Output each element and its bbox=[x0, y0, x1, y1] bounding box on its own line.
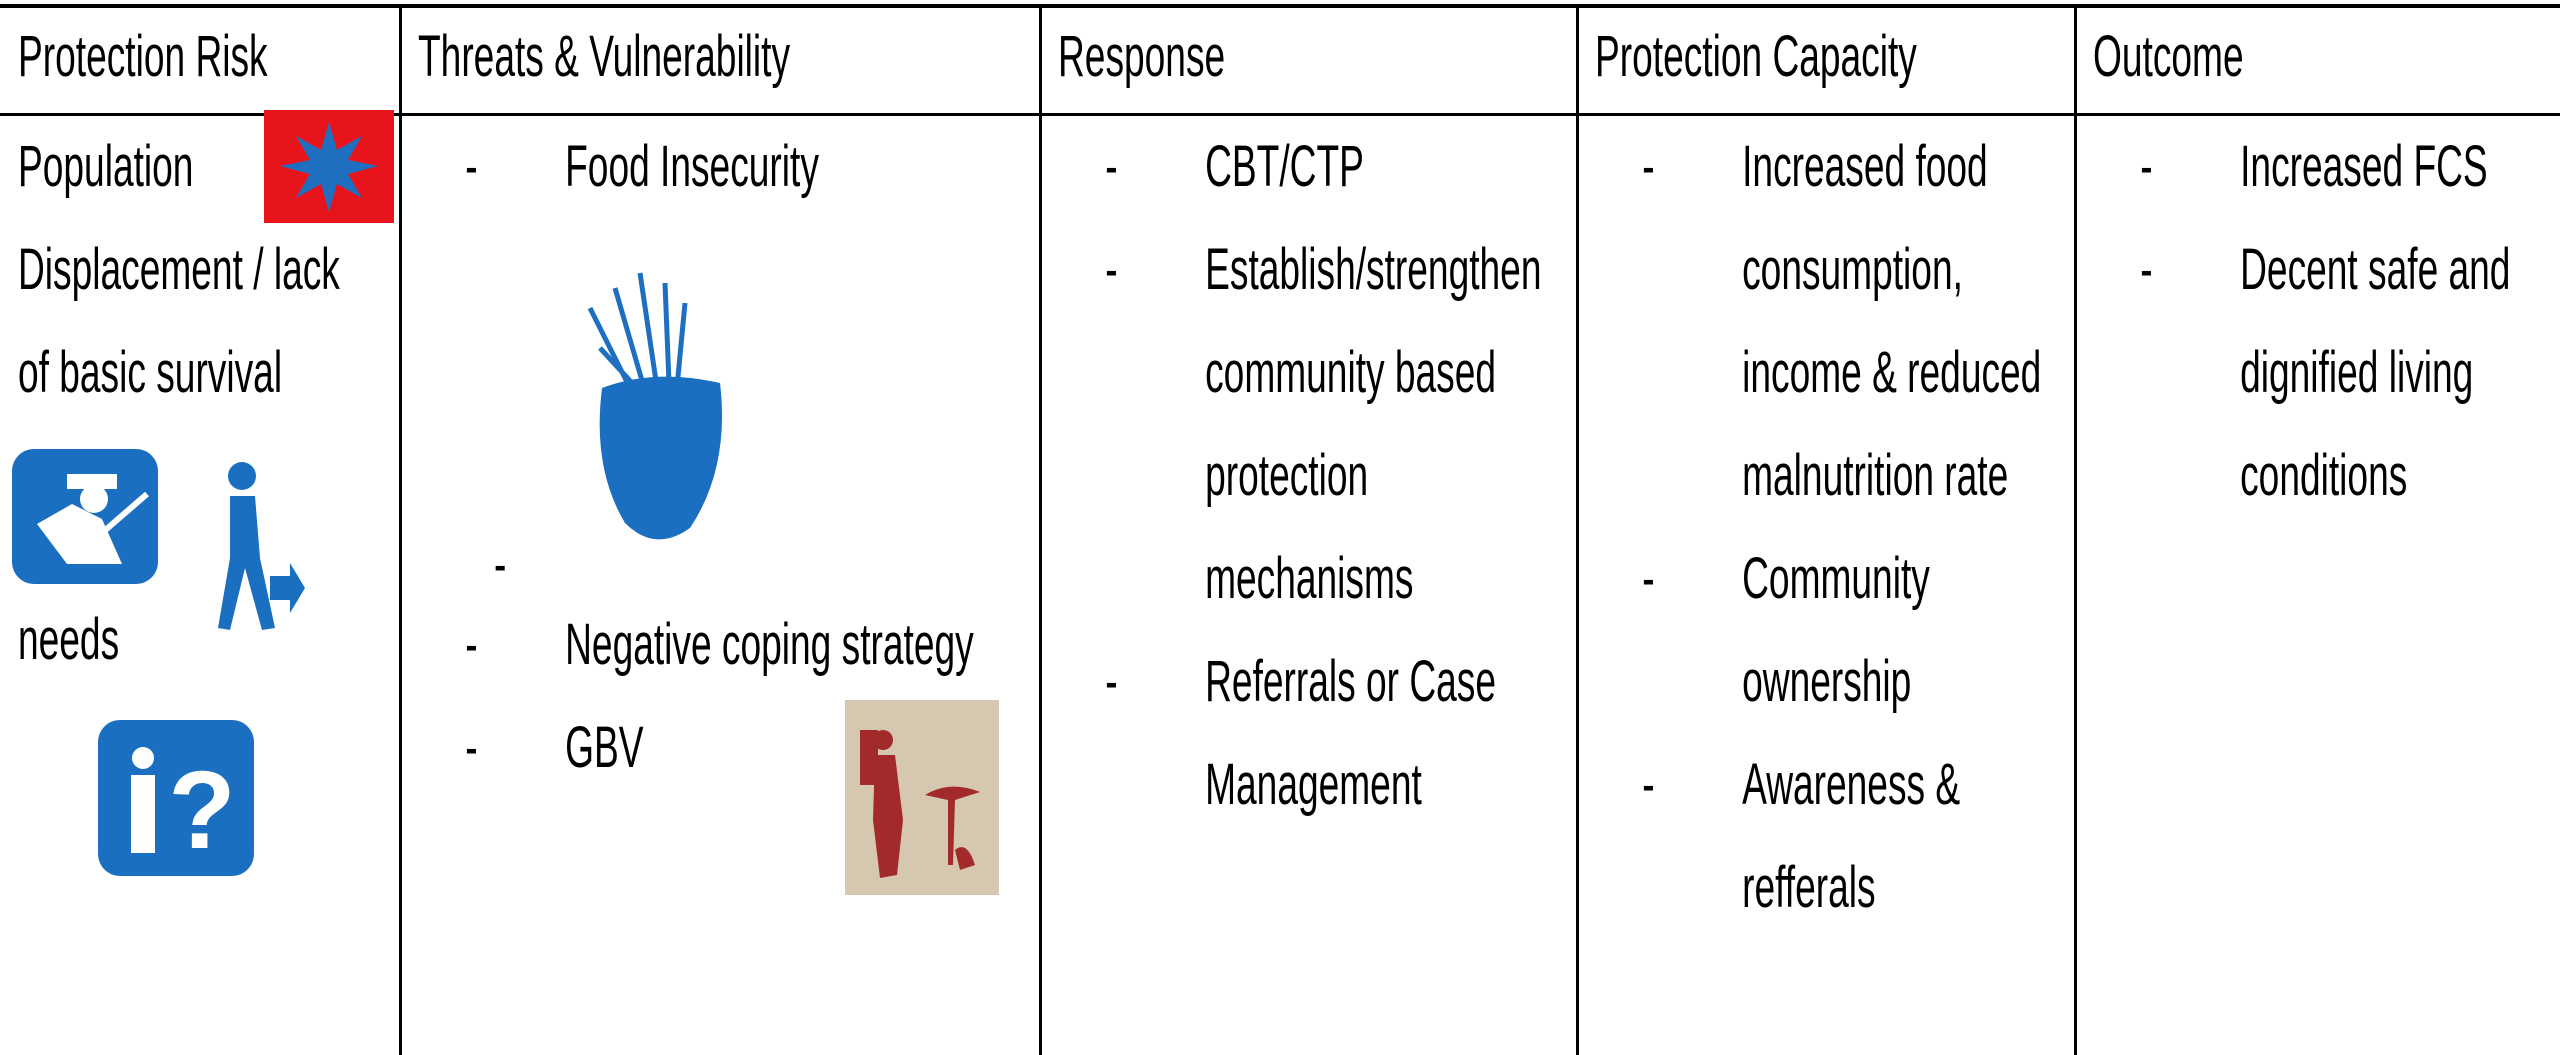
list-item: Increased food consumption, income & red… bbox=[1577, 115, 2076, 527]
column-header: Protection Capacity bbox=[1595, 24, 1917, 89]
woman-icon bbox=[845, 700, 999, 895]
list-item: Referrals or Case Management bbox=[1040, 630, 1578, 836]
list-item: Community ownership bbox=[1577, 527, 2076, 733]
column-header: Response bbox=[1058, 24, 1226, 89]
bullet-list: CBT/CTPEstablish/strengthen community ba… bbox=[1040, 115, 1578, 836]
bullet-list: Increased food consumption, income & red… bbox=[1577, 115, 2076, 939]
list-item: Awareness & refferals bbox=[1577, 733, 2076, 939]
bullet: - bbox=[494, 532, 507, 597]
capacity-list: Increased food consumption, income & red… bbox=[1577, 115, 2076, 939]
bullet-list: Food Insecurity Negative coping strategyG… bbox=[400, 115, 1040, 799]
list-item: Negative coping strategy bbox=[400, 593, 1040, 696]
column-header: Protection Risk bbox=[18, 24, 268, 89]
list-item: Establish/strengthen community based pro… bbox=[1040, 218, 1578, 630]
list-item: Food Insecurity bbox=[400, 115, 1040, 218]
risk-text: needs bbox=[18, 607, 120, 672]
grain-bowl-icon bbox=[587, 272, 722, 540]
top-border bbox=[0, 4, 2560, 8]
risk-text: Population Displacement / lack of basic … bbox=[18, 134, 340, 405]
list-item: Decent safe and dignified living conditi… bbox=[2075, 218, 2560, 527]
info-icon: ? bbox=[98, 720, 254, 876]
displaced-icon bbox=[218, 462, 305, 630]
conflict-icon bbox=[264, 110, 394, 223]
list-item: Increased FCS bbox=[2075, 115, 2560, 218]
list-item: CBT/CTP bbox=[1040, 115, 1578, 218]
response-list: CBT/CTPEstablish/strengthen community ba… bbox=[1040, 115, 1578, 836]
outcome-list: Increased FCSDecent safe and dignified l… bbox=[2075, 115, 2560, 527]
armed-icon bbox=[12, 449, 158, 584]
column-line bbox=[399, 6, 402, 1055]
bullet-list: Increased FCSDecent safe and dignified l… bbox=[2075, 115, 2560, 527]
threat-list: Food Insecurity Negative coping strategyG… bbox=[400, 115, 1040, 799]
list-item: GBV bbox=[400, 696, 1040, 799]
svg-text:?: ? bbox=[168, 749, 235, 872]
column-header: Threats & Vulnerability bbox=[418, 24, 791, 89]
column-header: Outcome bbox=[2093, 24, 2244, 89]
